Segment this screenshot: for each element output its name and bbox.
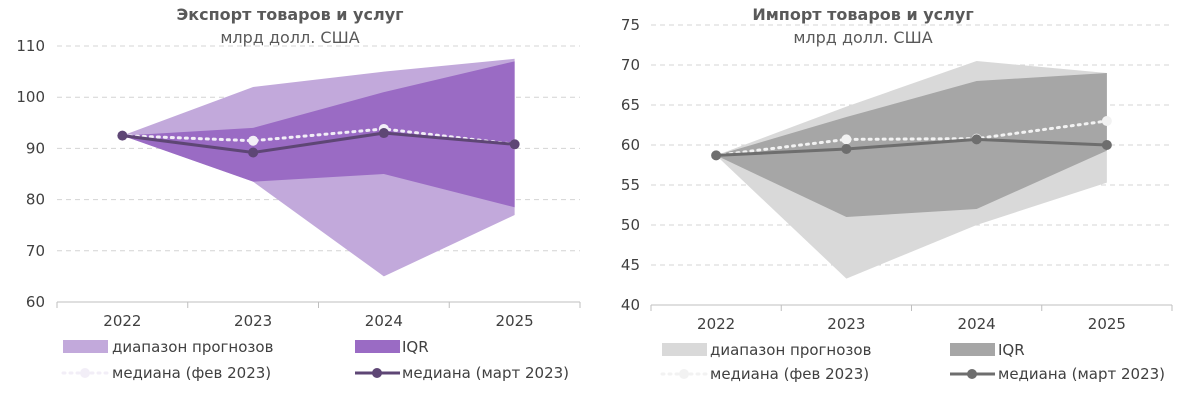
legend-range-label: диапазон прогнозов [710,341,871,359]
legend-range-swatch [662,343,707,356]
x-tick-label: 2022 [697,315,735,333]
legend-feb-label: медиана (фев 2023) [710,365,869,383]
legend-iqr-label: IQR [402,338,429,356]
y-tick-label: 70 [26,242,45,260]
import-chart: Импорт товаров и услуг млрд долл. США 40 45… [621,5,1173,383]
y-tick-label: 50 [621,216,640,234]
x-tick-label: 2024 [958,315,996,333]
y-tick-label: 80 [26,191,45,209]
chart-title: Импорт товаров и услуг [752,5,973,24]
x-tick-label: 2025 [496,312,534,330]
x-tick-label: 2024 [365,312,403,330]
legend-feb-marker [679,369,689,379]
y-tick-label: 90 [26,139,45,157]
legend-mar-marker [372,368,382,378]
median-mar-point [248,147,259,158]
legend-iqr-label: IQR [998,341,1025,359]
median-mar-point [971,134,982,145]
y-tick-label: 60 [26,293,45,311]
legend-range-swatch [63,340,108,353]
y-tick-label: 110 [16,37,45,55]
y-tick-label: 70 [621,56,640,74]
median-mar-line [716,137,1107,157]
median-mar-point [378,128,389,139]
median-feb-point [248,135,259,146]
legend-iqr-swatch [355,340,400,353]
legend-iqr-swatch [950,343,995,356]
chart-title: Экспорт товаров и услуг [177,5,404,24]
median-mar-line [122,131,515,155]
chart-subtitle: млрд долл. США [793,28,932,47]
legend-range-label: диапазон прогнозов [112,338,273,356]
median-feb-point [841,134,852,145]
x-tick-label: 2022 [103,312,141,330]
median-mar-point [711,150,722,161]
legend-feb-marker [80,368,90,378]
y-tick-label: 40 [621,296,640,314]
median-feb-point [1101,116,1112,126]
median-mar-point [117,130,128,141]
y-tick-label: 45 [621,256,640,274]
median-mar-point [509,139,520,150]
y-tick-label: 60 [621,136,640,154]
x-tick-label: 2025 [1088,315,1126,333]
x-tick-label: 2023 [827,315,865,333]
median-feb-line [120,127,517,146]
y-tick-label: 75 [621,16,640,34]
legend-mar-label: медиана (март 2023) [998,365,1165,383]
legend-feb-label: медиана (фев 2023) [112,364,271,382]
median-feb-line [714,119,1109,157]
legend-mar-marker [967,369,977,379]
x-tick-label: 2023 [234,312,272,330]
median-mar-point [1101,140,1112,150]
export-chart: Экспорт товаров и услуг млрд долл. США 60 7… [16,5,581,382]
legend-mar-label: медиана (март 2023) [402,364,569,382]
y-tick-label: 65 [621,96,640,114]
median-mar-point [841,144,852,154]
chart-subtitle: млрд долл. США [220,28,359,47]
y-tick-label: 100 [16,88,45,106]
y-tick-label: 55 [621,176,640,194]
